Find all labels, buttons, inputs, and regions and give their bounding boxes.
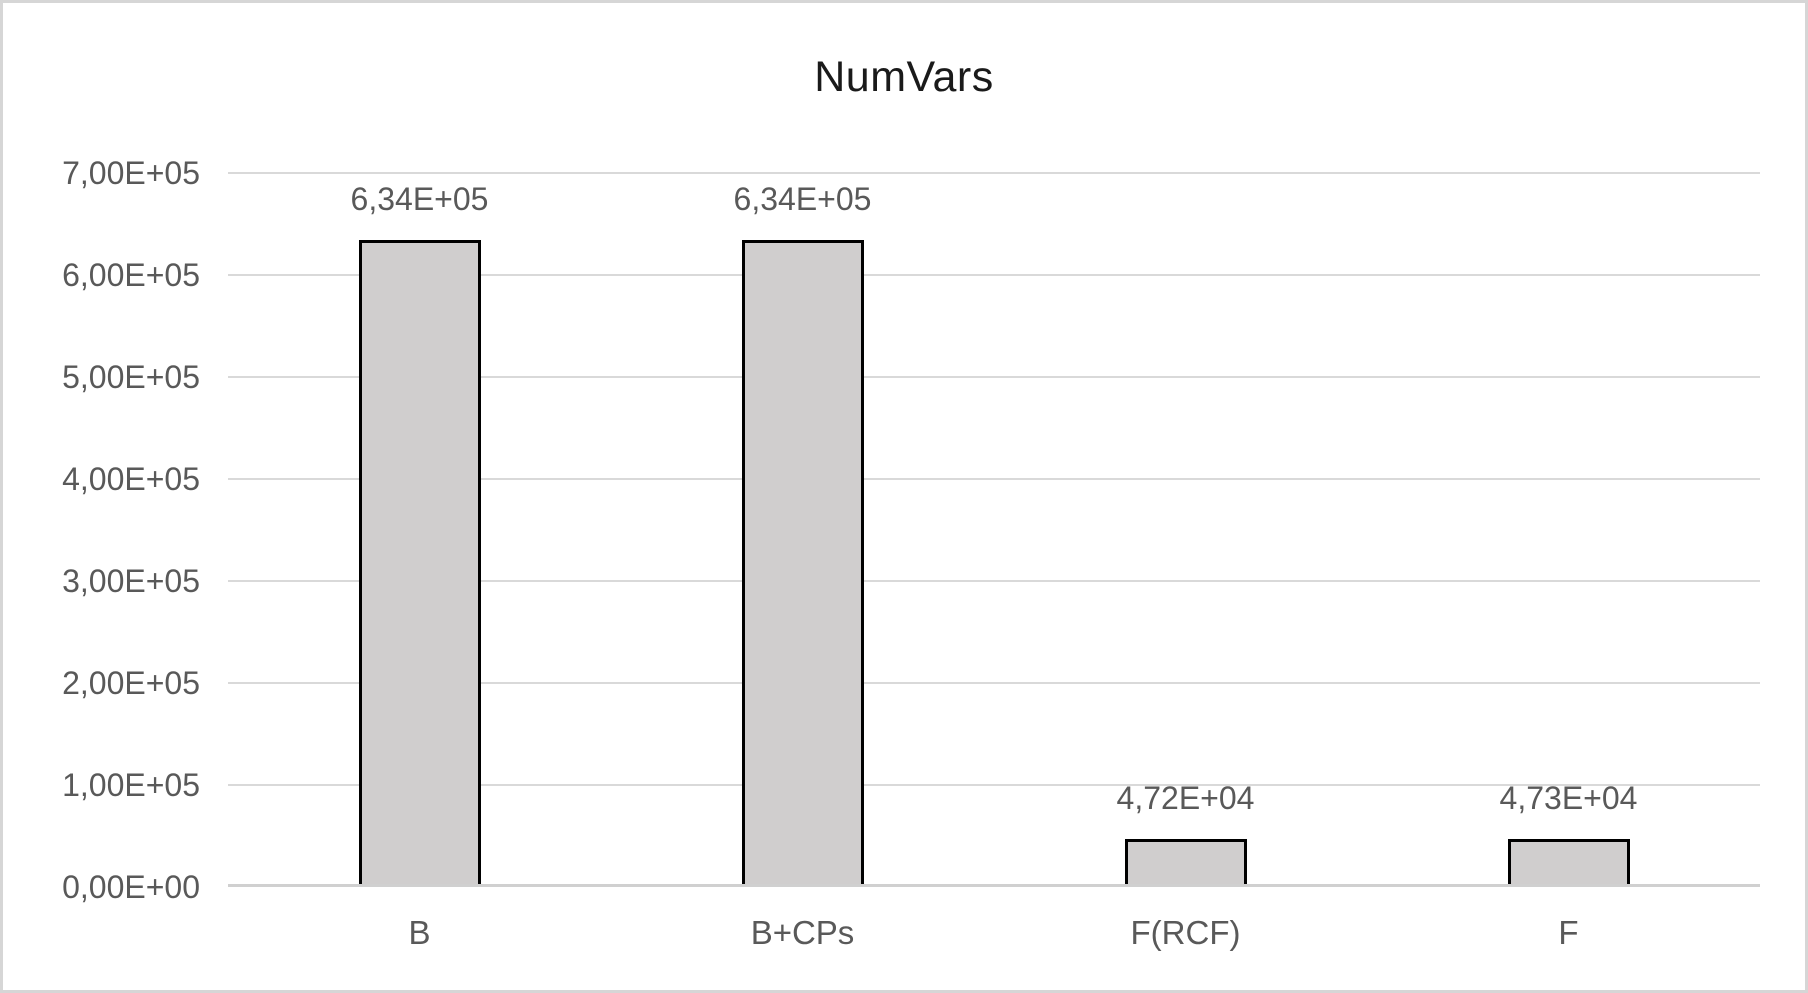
plot-area: 6,34E+05 6,34E+05 4,72E+04 4,73E+04 [228,172,1760,887]
y-tick-label: 3,00E+05 [62,563,200,599]
gridline [228,784,1760,786]
bar-group: 4,73E+04 [1377,173,1760,887]
chart-title: NumVars [814,53,994,101]
bar-group: 6,34E+05 [611,173,994,887]
gridline [228,172,1760,174]
y-tick-label: 0,00E+00 [62,869,200,905]
gridline [228,478,1760,480]
bar-value-label: 6,34E+05 [350,181,489,217]
bar-group: 4,72E+04 [994,173,1377,887]
x-axis-line [228,884,1760,887]
x-category-label: B [408,914,431,951]
y-tick-label: 6,00E+05 [62,257,200,293]
gridline [228,580,1760,582]
y-tick-label: 2,00E+05 [62,665,200,701]
bar [358,240,481,887]
gridline [228,376,1760,378]
gridline [228,274,1760,276]
gridline [228,682,1760,684]
y-tick-label: 4,00E+05 [62,461,200,497]
bar-value-label: 4,73E+04 [1499,780,1638,816]
bar [741,240,864,887]
x-category-label: F(RCF) [1130,914,1241,951]
x-category-label: B+CPs [750,914,855,951]
bar [1507,839,1630,887]
bar-group: 6,34E+05 [228,173,611,887]
y-tick-label: 5,00E+05 [62,359,200,395]
y-tick-label: 1,00E+05 [62,767,200,803]
bar [1124,839,1247,887]
bar-value-label: 6,34E+05 [733,181,872,217]
x-category-label: F [1558,914,1579,951]
y-tick-label: 7,00E+05 [62,155,200,191]
bar-value-label: 4,72E+04 [1116,780,1255,816]
